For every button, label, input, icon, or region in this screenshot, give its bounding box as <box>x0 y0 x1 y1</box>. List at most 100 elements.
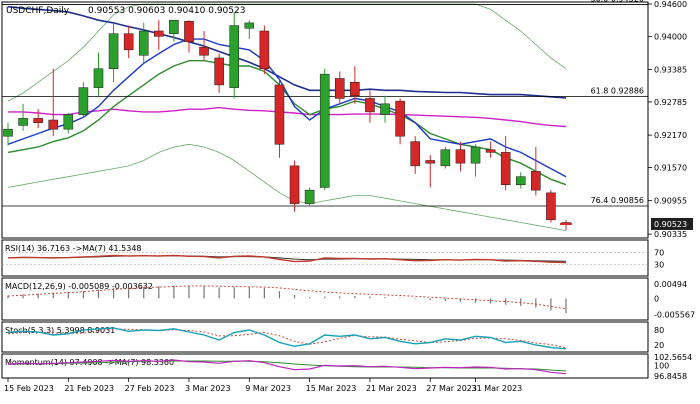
candle-body <box>380 103 390 115</box>
candle <box>244 20 255 40</box>
x-tick-label: 31 Mar 2023 <box>472 384 523 393</box>
rsi-pane-frame <box>1 239 649 277</box>
ohlc-values: 0.90553 0.90603 0.90410 0.90523 <box>88 6 245 16</box>
candle <box>33 109 43 129</box>
candle <box>93 52 104 96</box>
stoch-title: Stoch(5,3,3) 5.3998 8.9031 <box>5 326 115 335</box>
x-tick-label: 27 Feb 2023 <box>125 384 175 393</box>
candle <box>3 122 13 146</box>
candle <box>123 25 134 58</box>
y-tick-label: 96.8458 <box>654 372 687 381</box>
y-tick-label: 20 <box>654 341 664 350</box>
candle <box>500 136 511 191</box>
y-tick-label: 0.90335 <box>654 230 687 239</box>
stoch-k-line <box>7 327 567 350</box>
price-pane-frame <box>1 1 649 239</box>
candle-body <box>470 146 481 164</box>
candle <box>380 95 390 123</box>
fib-level-label: 61.8 0.92886 <box>591 86 644 95</box>
candle-body <box>395 100 405 137</box>
y-tick-label: 0.94600 <box>654 0 687 9</box>
momentum-pane: Momentum(14) 97.4908 ->MA(7) 98.3360 102… <box>1 353 692 381</box>
candle-body <box>138 30 149 56</box>
candle-body <box>515 176 526 185</box>
y-tick-label: 30 <box>654 261 664 270</box>
y-tick-label: 0.94000 <box>654 32 687 41</box>
candle <box>229 12 239 99</box>
y-tick-label: 0.90955 <box>654 197 687 206</box>
x-axis: 15 Feb 2023 21 Feb 2023 27 Feb 2023 3 Mar 2… <box>4 378 522 393</box>
y-tick-label: 0 <box>654 294 659 303</box>
magenta-ma-line <box>8 106 567 128</box>
candle-body <box>546 192 556 221</box>
x-tick-label: 15 Mar 2023 <box>306 384 357 393</box>
macd-pane: MACD(12,26,9) -0.005089 -0.003632 0.0049… <box>1 277 695 321</box>
candle <box>259 25 270 75</box>
x-tick-label: 9 Mar 2023 <box>245 384 291 393</box>
candle-body <box>123 33 134 51</box>
candle-body <box>274 84 285 145</box>
stoch-d-line <box>7 328 567 349</box>
y-tick-label: 100 <box>654 361 669 370</box>
candle-body <box>3 128 13 137</box>
candle-body <box>350 81 360 96</box>
candle-body <box>229 25 239 88</box>
long-ma-line <box>7 5 567 99</box>
candle-body <box>33 118 43 123</box>
candle <box>350 66 360 104</box>
price-pane: 50.0 0.94320 61.8 0.92886 76.4 0.90856 0.9… <box>1 0 693 239</box>
macd-title: MACD(12,26,9) -0.005089 -0.003632 <box>5 282 153 291</box>
candle <box>485 141 496 158</box>
candle-body <box>259 30 270 69</box>
candle <box>470 144 481 177</box>
candle <box>199 30 209 61</box>
candle-body <box>93 68 104 88</box>
candle <box>138 22 149 64</box>
candle <box>319 68 330 191</box>
candle <box>214 53 224 94</box>
last-price-badge <box>651 217 693 230</box>
y-tick-label: -0.005567 <box>654 310 695 319</box>
momentum-pane-frame <box>1 353 649 379</box>
candle-body <box>184 21 194 43</box>
candle-body <box>500 152 511 185</box>
y-tick-label: 0.91570 <box>654 163 687 172</box>
candle-body <box>365 98 375 113</box>
candle <box>531 146 541 196</box>
y-tick-label: 0.93385 <box>654 66 687 75</box>
candle-body <box>531 171 541 191</box>
y-tick-label: 70 <box>654 248 664 257</box>
x-tick-label: 21 Mar 2023 <box>366 384 417 393</box>
candle-body <box>214 57 224 86</box>
candle-body <box>199 46 209 56</box>
stoch-pane: Stoch(5,3,3) 5.3998 8.9031 80 20 <box>1 321 664 353</box>
x-tick-label: 21 Feb 2023 <box>64 384 114 393</box>
candle-body <box>425 160 436 164</box>
upper-band-line <box>7 3 567 102</box>
candle <box>154 20 164 50</box>
candle <box>78 82 89 118</box>
macd-pane-frame <box>1 277 649 321</box>
y-tick-label: 80 <box>654 326 664 335</box>
candle-body <box>304 189 315 204</box>
y-tick-label: 0.00494 <box>654 280 687 289</box>
candle <box>48 68 59 137</box>
candle <box>108 22 119 83</box>
fib-level-label: 76.4 0.90856 <box>591 196 644 205</box>
candle <box>184 20 194 53</box>
candle-body <box>335 78 345 99</box>
candle-body <box>455 149 466 164</box>
y-tick-label: 102.5654 <box>654 353 692 362</box>
momentum-line <box>7 359 567 375</box>
candle-body <box>319 73 330 188</box>
candle-body <box>48 119 59 130</box>
candle-body <box>485 149 496 153</box>
candle <box>395 98 405 145</box>
candle-body <box>108 33 119 69</box>
candle <box>410 136 420 174</box>
candle <box>304 187 315 207</box>
x-tick-label: 27 Mar 2023 <box>426 384 477 393</box>
candle-body <box>78 87 89 115</box>
stoch-pane-frame <box>1 321 649 353</box>
